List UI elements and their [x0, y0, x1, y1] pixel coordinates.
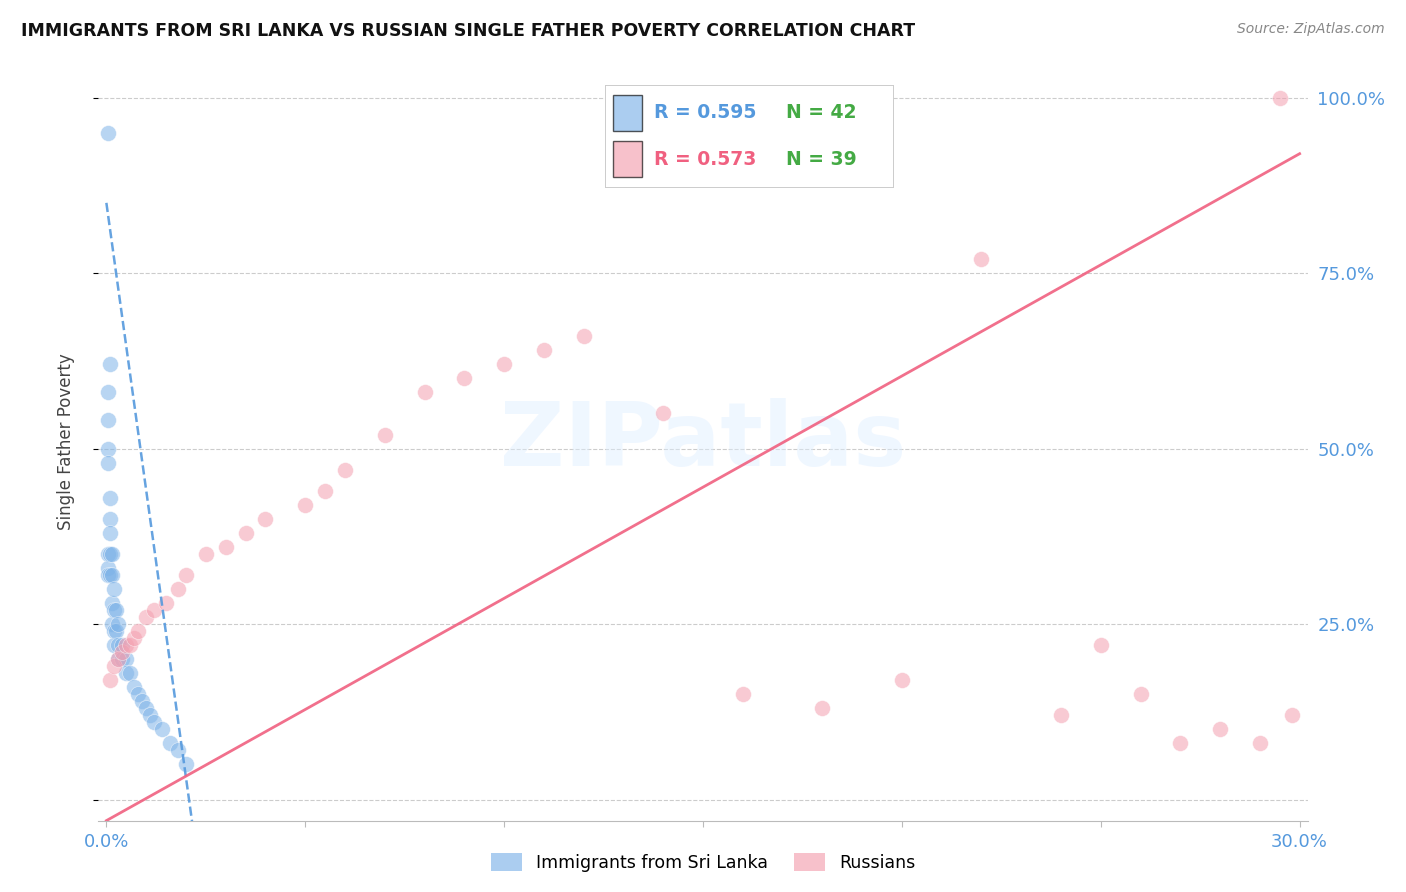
Point — [1168, 736, 1191, 750]
Point — [1268, 90, 1291, 104]
Point — [174, 568, 197, 582]
Point — [97, 561, 120, 575]
Point — [122, 631, 145, 645]
Point — [135, 610, 157, 624]
Point — [494, 357, 516, 371]
Point — [97, 442, 120, 456]
Point — [101, 617, 124, 632]
Point — [811, 701, 834, 715]
Point — [107, 652, 129, 666]
Point — [101, 547, 124, 561]
Point — [115, 666, 138, 681]
Point — [120, 638, 142, 652]
Point — [235, 525, 257, 540]
Point — [1090, 638, 1112, 652]
Point — [294, 498, 316, 512]
Point — [98, 547, 121, 561]
Point — [215, 540, 238, 554]
Point — [890, 673, 912, 688]
Point — [97, 547, 120, 561]
Text: ZIPatlas: ZIPatlas — [501, 398, 905, 485]
Text: R = 0.573: R = 0.573 — [654, 150, 756, 169]
Point — [115, 638, 138, 652]
Point — [105, 603, 128, 617]
Text: R = 0.595: R = 0.595 — [654, 103, 756, 122]
Point — [1050, 708, 1073, 723]
Point — [533, 343, 555, 358]
Point — [103, 624, 125, 639]
Point — [167, 582, 190, 596]
Point — [453, 371, 475, 385]
Point — [105, 624, 128, 639]
Point — [98, 568, 121, 582]
Point — [111, 645, 134, 659]
Point — [139, 708, 162, 723]
Point — [122, 680, 145, 694]
Point — [97, 413, 120, 427]
Point — [111, 638, 134, 652]
Point — [97, 385, 120, 400]
Point — [167, 743, 190, 757]
Point — [1281, 708, 1303, 723]
Point — [98, 525, 121, 540]
Point — [131, 694, 153, 708]
Point — [107, 652, 129, 666]
Point — [97, 568, 120, 582]
Point — [103, 582, 125, 596]
Point — [115, 652, 138, 666]
Point — [101, 568, 124, 582]
Text: N = 42: N = 42 — [786, 103, 856, 122]
Point — [194, 547, 217, 561]
Point — [103, 638, 125, 652]
Point — [98, 491, 121, 505]
FancyBboxPatch shape — [613, 141, 643, 177]
Text: Source: ZipAtlas.com: Source: ZipAtlas.com — [1237, 22, 1385, 37]
Legend: Immigrants from Sri Lanka, Russians: Immigrants from Sri Lanka, Russians — [484, 847, 922, 879]
Point — [1209, 723, 1232, 737]
Point — [413, 385, 436, 400]
Point — [107, 638, 129, 652]
Point — [107, 617, 129, 632]
Point — [731, 687, 754, 701]
Point — [174, 757, 197, 772]
Point — [159, 736, 181, 750]
Point — [652, 407, 675, 421]
Y-axis label: Single Father Poverty: Single Father Poverty — [56, 353, 75, 530]
Point — [1129, 687, 1152, 701]
Point — [127, 624, 149, 639]
Point — [150, 723, 173, 737]
Point — [120, 666, 142, 681]
Point — [111, 652, 134, 666]
Point — [97, 126, 120, 140]
Point — [333, 462, 356, 476]
FancyBboxPatch shape — [613, 95, 643, 131]
Point — [254, 512, 277, 526]
Point — [127, 687, 149, 701]
Point — [374, 427, 396, 442]
Point — [314, 483, 336, 498]
Point — [155, 596, 177, 610]
Text: IMMIGRANTS FROM SRI LANKA VS RUSSIAN SINGLE FATHER POVERTY CORRELATION CHART: IMMIGRANTS FROM SRI LANKA VS RUSSIAN SIN… — [21, 22, 915, 40]
Point — [98, 357, 121, 371]
Point — [101, 596, 124, 610]
Point — [143, 603, 166, 617]
Point — [970, 252, 993, 266]
Point — [103, 659, 125, 673]
Point — [97, 456, 120, 470]
Point — [103, 603, 125, 617]
Point — [572, 329, 595, 343]
Point — [1249, 736, 1271, 750]
Point — [143, 715, 166, 730]
Point — [98, 673, 121, 688]
Point — [135, 701, 157, 715]
Point — [98, 512, 121, 526]
Text: N = 39: N = 39 — [786, 150, 856, 169]
